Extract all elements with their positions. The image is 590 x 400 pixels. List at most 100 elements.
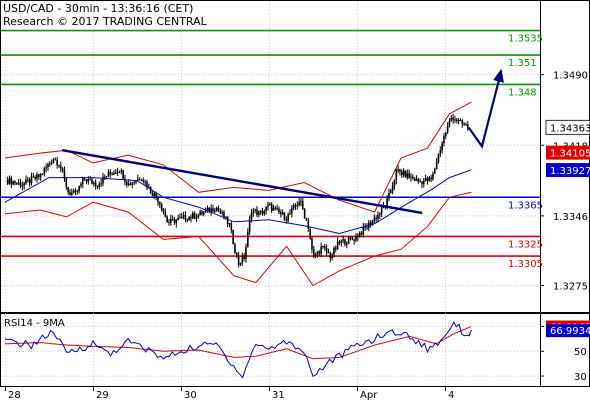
candle-body <box>197 214 200 218</box>
candle-body <box>71 192 73 195</box>
candle-body <box>417 178 420 182</box>
bollinger-lower <box>4 191 472 287</box>
candle-body <box>212 208 214 212</box>
candle-body <box>171 218 174 220</box>
candle-body <box>239 263 242 265</box>
candle-body <box>428 177 431 181</box>
candle-body <box>402 170 405 175</box>
candle-body <box>19 182 22 187</box>
candle-body <box>17 182 20 184</box>
candle-body <box>314 254 317 256</box>
candle-body <box>360 232 363 235</box>
candle-body <box>36 174 38 179</box>
candle-body <box>291 208 293 214</box>
candle-body <box>443 135 445 144</box>
price-tag <box>546 145 590 160</box>
x-tick-label: Apr <box>360 390 378 400</box>
candle-body <box>258 211 260 215</box>
candle-body <box>210 208 212 213</box>
candle-body <box>461 120 464 125</box>
candle-body <box>340 240 343 243</box>
rsi-title: RSI14 - 9MA <box>4 318 65 329</box>
candle-body <box>248 219 251 232</box>
candle-body <box>281 212 284 215</box>
candle-body <box>434 168 436 174</box>
candle-body <box>294 205 297 207</box>
candle-body <box>245 246 247 259</box>
candle-body <box>184 215 187 221</box>
candle-body <box>287 214 289 221</box>
candle-body <box>192 213 194 219</box>
candle-body <box>269 204 271 206</box>
candle-body <box>67 187 69 193</box>
candle-body <box>69 192 71 195</box>
candle-body <box>371 220 374 225</box>
candle-body <box>83 178 86 180</box>
candle-body <box>52 159 55 163</box>
level-label: 1.3325 <box>508 239 543 250</box>
candle-body <box>435 162 438 169</box>
rsi-ma-line <box>4 325 472 360</box>
candle-body <box>225 216 227 219</box>
candle-body <box>333 247 335 255</box>
price-tag-label: 1.34363 <box>550 123 590 134</box>
candle-body <box>96 186 99 188</box>
candle-body <box>252 210 255 214</box>
candle-body <box>270 204 273 211</box>
candle-body <box>325 248 328 253</box>
candle-body <box>267 205 269 207</box>
candle-body <box>58 165 60 167</box>
price-tag <box>545 119 590 135</box>
candle-body <box>274 207 277 209</box>
candle-body <box>65 178 68 188</box>
candle-body <box>285 219 288 221</box>
candle-body <box>413 178 416 181</box>
candle-body <box>193 213 196 219</box>
candle-body <box>203 212 205 215</box>
rsi-line <box>4 321 472 379</box>
candle-body <box>137 178 139 181</box>
candle-body <box>170 218 172 223</box>
y-tick-label: 1.3490 <box>553 71 588 82</box>
candle-body <box>89 179 91 181</box>
chart-subtitle: Research © 2017 TRADING CENTRAL <box>3 15 207 28</box>
moving-average-line <box>4 169 472 235</box>
candle-body <box>423 180 425 184</box>
candle-body <box>446 125 449 133</box>
level-label: 1.3535 <box>508 34 543 45</box>
x-tick-label: 30 <box>184 390 197 400</box>
candle-body <box>93 182 95 184</box>
candle-body <box>8 177 11 184</box>
candle-body <box>25 179 27 184</box>
projection-arrow-head <box>493 68 504 83</box>
candle-body <box>358 232 361 237</box>
candle-body <box>30 176 33 184</box>
candle-body <box>302 201 304 210</box>
candle-body <box>395 169 398 180</box>
candle-body <box>72 190 75 193</box>
candle-body <box>56 159 58 166</box>
candle-body <box>27 179 29 181</box>
candle-body <box>107 171 110 177</box>
candle-body <box>190 217 192 219</box>
candle-body <box>127 183 130 185</box>
candle-body <box>16 183 18 185</box>
candle-body <box>349 237 352 239</box>
candle-body <box>14 181 16 184</box>
candle-body <box>415 178 418 181</box>
candle-body <box>456 119 458 122</box>
candle-body <box>364 226 366 228</box>
candle-body <box>221 212 223 214</box>
candle-body <box>120 170 123 172</box>
level-label: 1.351 <box>508 58 537 69</box>
candle-body <box>74 190 77 192</box>
candle-body <box>160 203 163 210</box>
candle-body <box>313 249 315 256</box>
x-tick-label: 28 <box>8 390 21 400</box>
candle-body <box>12 181 14 185</box>
candle-body <box>199 211 201 215</box>
candle-body <box>344 239 346 245</box>
candle-body <box>236 252 238 257</box>
candle-body <box>366 227 368 229</box>
